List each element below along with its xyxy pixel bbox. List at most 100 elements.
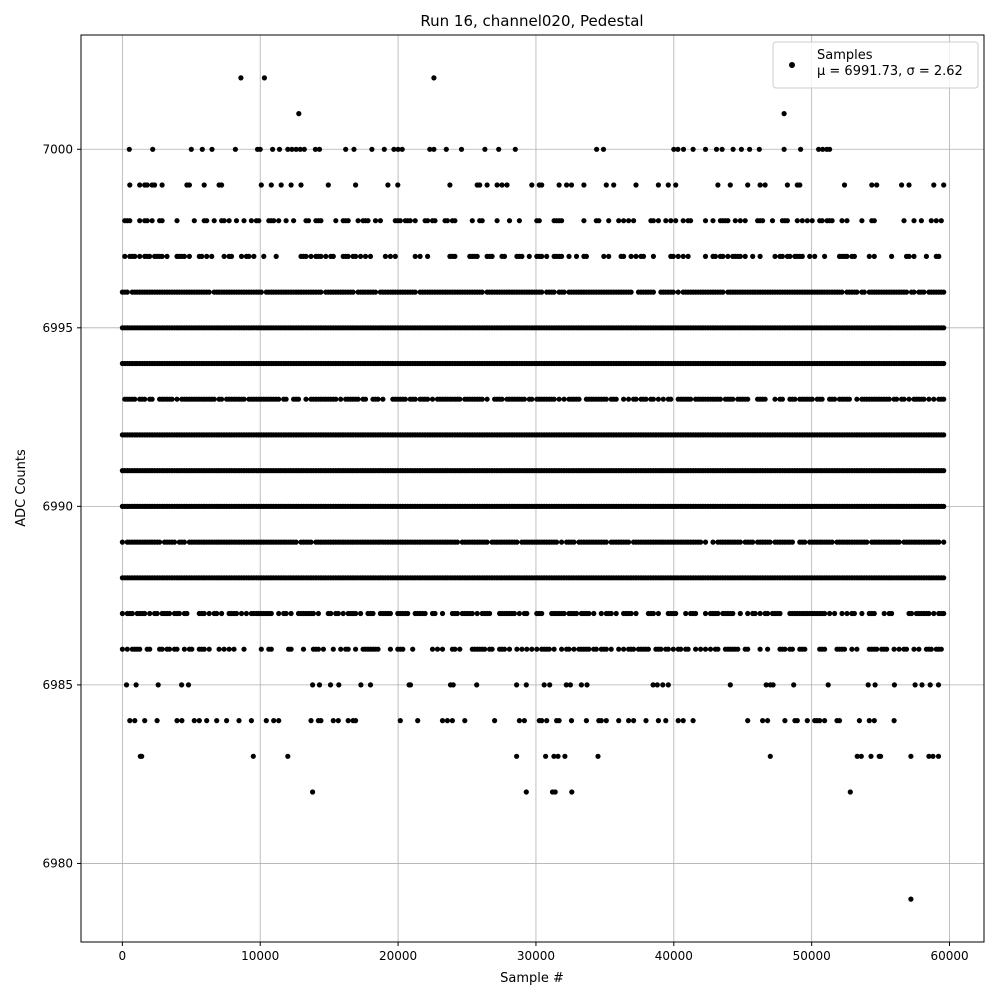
data-point [501, 646, 508, 652]
data-point [802, 539, 808, 545]
data-point [683, 610, 689, 617]
data-point [289, 146, 295, 152]
data-point [586, 646, 592, 652]
data-point [474, 610, 480, 617]
data-point [159, 253, 165, 259]
data-point [633, 182, 639, 188]
data-point [822, 253, 828, 259]
data-point [670, 289, 676, 295]
data-point [745, 718, 751, 724]
data-point [330, 253, 336, 259]
data-point [859, 610, 865, 617]
data-point [655, 218, 662, 224]
data-point [412, 253, 418, 259]
data-point [841, 646, 848, 652]
data-point [869, 182, 875, 188]
data-point [257, 146, 263, 152]
data-point [688, 218, 694, 224]
data-point [819, 218, 825, 224]
data-point [147, 253, 153, 259]
data-point [504, 182, 510, 188]
data-point [543, 753, 549, 759]
data-point [271, 218, 277, 224]
data-point [941, 325, 947, 331]
data-point [221, 253, 227, 259]
data-point [611, 182, 617, 188]
data-point [119, 610, 125, 617]
data-point [261, 253, 267, 259]
data-point [757, 610, 763, 617]
data-point [412, 289, 418, 295]
data-point [345, 718, 351, 724]
data-point [921, 289, 927, 295]
data-point [633, 253, 639, 259]
y-tick-label: 6985 [42, 678, 73, 692]
data-point [263, 718, 269, 724]
data-point [204, 253, 210, 259]
data-point [583, 253, 590, 259]
data-point [757, 253, 763, 259]
data-point [385, 182, 391, 188]
data-point [377, 218, 383, 224]
data-point [285, 753, 291, 759]
data-point [132, 396, 138, 402]
data-point [301, 146, 307, 152]
data-point [429, 396, 436, 402]
data-point [928, 218, 934, 224]
data-point [613, 610, 619, 617]
data-point [665, 182, 671, 188]
data-point [250, 753, 256, 759]
data-point [720, 253, 726, 259]
data-point [310, 789, 316, 795]
data-point [457, 396, 463, 402]
data-point [189, 646, 195, 652]
data-point [802, 646, 808, 652]
data-point [276, 146, 283, 152]
data-point [698, 646, 704, 652]
data-point [474, 253, 480, 259]
data-point [345, 646, 351, 652]
data-point [650, 610, 657, 617]
data-point [539, 253, 545, 259]
data-point [566, 646, 572, 652]
data-point [671, 146, 677, 152]
data-point [827, 146, 833, 152]
data-point [777, 610, 783, 617]
data-point [318, 289, 324, 295]
data-point [431, 146, 437, 152]
data-point [603, 396, 609, 402]
data-point [626, 539, 632, 545]
data-point [576, 396, 582, 402]
data-point [201, 182, 207, 188]
data-point [631, 646, 637, 652]
data-point [598, 610, 604, 617]
data-point [832, 396, 838, 402]
data-point [702, 218, 709, 224]
data-point [693, 646, 699, 652]
data-point [569, 789, 575, 795]
data-point [199, 146, 205, 152]
data-point [841, 182, 848, 188]
data-point [201, 646, 207, 652]
data-point [616, 646, 622, 652]
data-point [544, 718, 550, 724]
data-point [551, 289, 557, 295]
data-point [137, 253, 143, 259]
data-point [762, 396, 768, 402]
data-point [556, 182, 562, 188]
data-point [807, 253, 813, 259]
data-point [680, 218, 686, 224]
data-point [174, 646, 180, 652]
x-axis-label: Sample # [500, 971, 564, 986]
data-point [295, 396, 302, 402]
data-point [941, 360, 947, 367]
data-point [219, 610, 225, 617]
data-point [941, 468, 947, 474]
data-point [454, 539, 460, 545]
data-point [822, 718, 828, 724]
data-point [868, 753, 874, 759]
data-point [566, 253, 572, 259]
data-point [839, 289, 845, 295]
data-point [727, 682, 733, 688]
data-point [935, 682, 942, 688]
